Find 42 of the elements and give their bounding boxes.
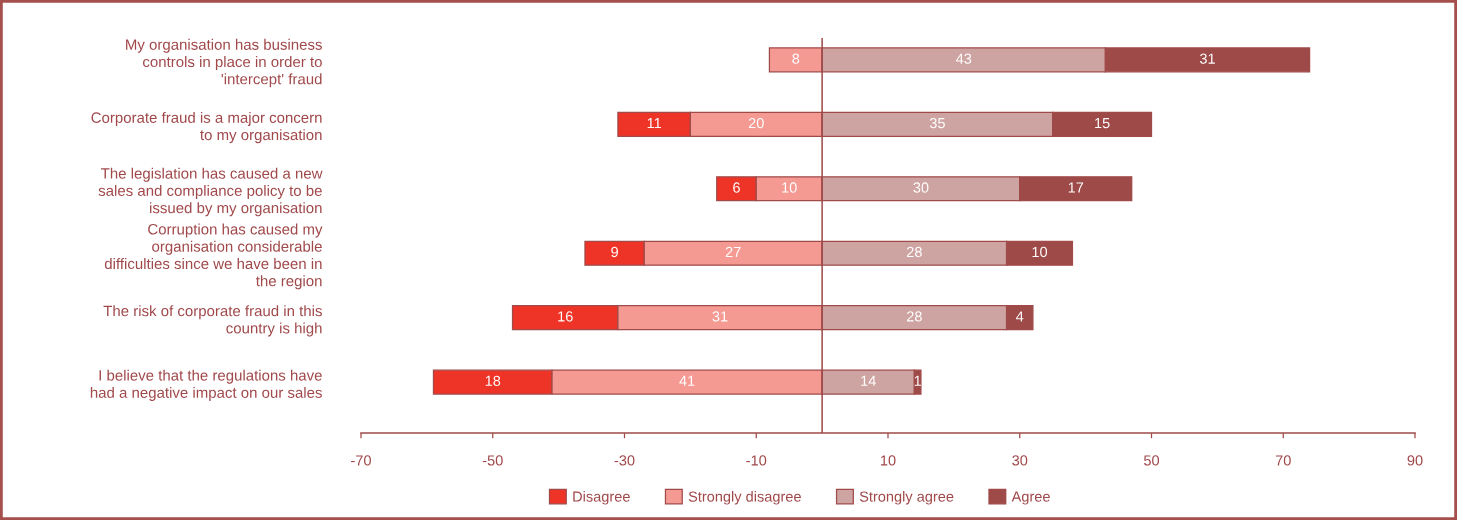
data-label: 16	[558, 311, 573, 322]
data-label: 17	[1068, 182, 1084, 193]
data-label: 4	[1016, 311, 1024, 322]
y-tick-label: I believe that the regulations have had a negative impact on our sales	[90, 369, 322, 401]
data-label: 6	[733, 182, 740, 193]
data-label: 35	[929, 117, 945, 129]
y-tick-label: The legislation has caused a new sales and compliance policy to be issued by my organisation	[98, 167, 323, 217]
legend-label: Strongly agree	[859, 491, 954, 505]
data-label: 11	[647, 118, 662, 129]
x-tick-label: 30	[1012, 455, 1028, 466]
x-tick-label: -70	[351, 455, 371, 466]
x-tick-label: 70	[1275, 455, 1291, 466]
data-label: 30	[913, 182, 929, 193]
data-label: 20	[748, 117, 764, 129]
x-tick-label: -10	[746, 455, 767, 466]
data-label: 8	[792, 53, 800, 64]
legend-label: Disagree	[573, 491, 630, 505]
data-label: 43	[955, 53, 972, 64]
x-tick-label: 50	[1143, 455, 1160, 466]
legend-label: Strongly disagree	[688, 491, 801, 505]
y-tick-label: Corporate fraud is a major concern to my organisation	[91, 111, 322, 144]
data-label: 18	[485, 375, 501, 387]
data-label: 1	[914, 375, 921, 386]
data-label: 10	[1032, 246, 1048, 258]
legend-label: Agree	[1011, 491, 1050, 505]
data-label: 9	[611, 246, 618, 258]
y-tick-label: My organisation has business controls in place in order to 'intercept' fraud	[126, 38, 322, 88]
y-tick-label: The risk of corporate fraud in this country is high	[103, 305, 322, 337]
data-label: 31	[712, 311, 728, 322]
data-label: 28	[906, 246, 922, 258]
x-tick-label: 90	[1407, 455, 1423, 466]
data-label: 41	[679, 375, 695, 386]
data-label: 10	[782, 182, 797, 193]
y-tick-label: Corruption has caused my organisation considerable difficulties since we have been in the region	[104, 223, 323, 290]
data-label: 28	[906, 311, 922, 322]
data-label: 31	[1199, 53, 1215, 64]
data-label: 27	[725, 246, 741, 257]
x-tick-label: -50	[482, 455, 503, 466]
data-label: 15	[1095, 118, 1110, 129]
data-label: 14	[861, 375, 876, 386]
x-tick-label: 10	[881, 455, 896, 466]
x-tick-label: -30	[614, 455, 635, 466]
